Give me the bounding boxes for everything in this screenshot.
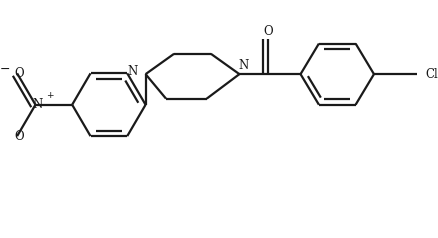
Text: N: N: [32, 98, 42, 111]
Text: O: O: [14, 67, 24, 80]
Text: −: −: [0, 63, 10, 76]
Text: N: N: [127, 65, 138, 78]
Text: O: O: [263, 25, 273, 38]
Text: Cl: Cl: [426, 68, 438, 81]
Text: N: N: [238, 60, 249, 73]
Text: +: +: [46, 91, 53, 100]
Text: O: O: [14, 130, 24, 143]
